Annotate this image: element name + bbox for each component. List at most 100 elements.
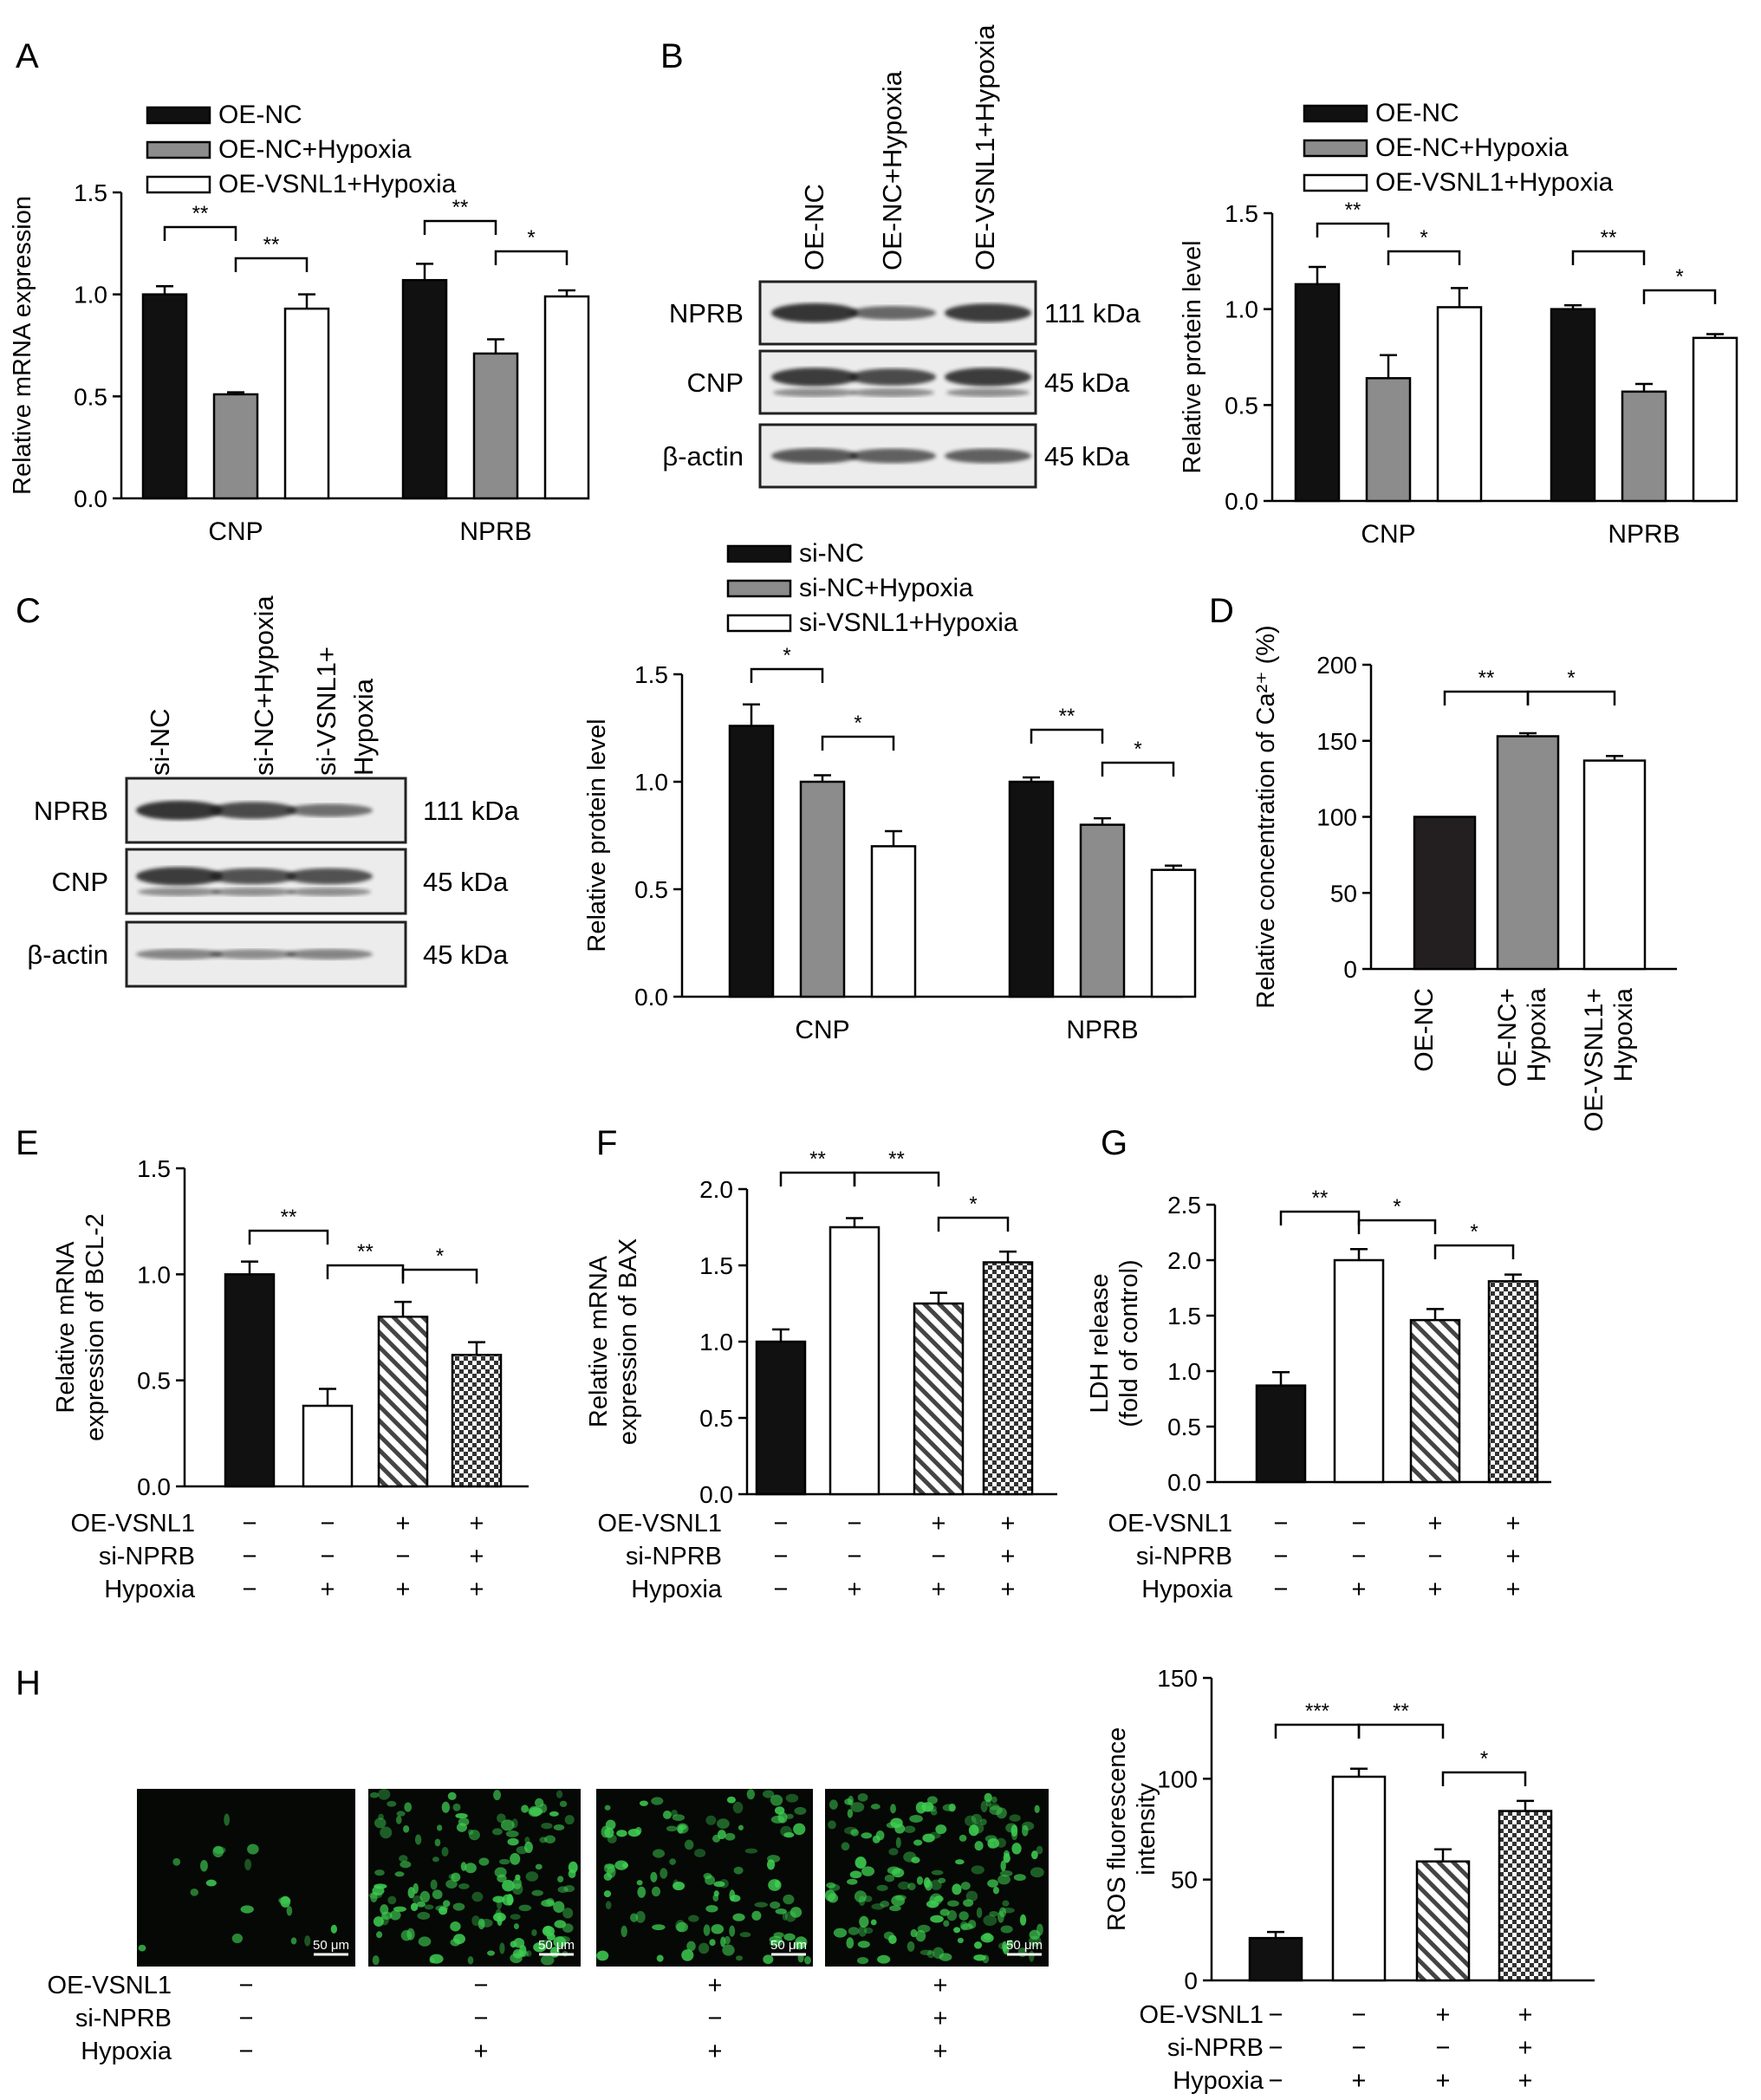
protein-label: CNP: [687, 367, 744, 398]
fluorescent-cell: [621, 1925, 627, 1938]
fluorescent-cell: [846, 1937, 855, 1949]
fluorescent-cell: [478, 1918, 485, 1930]
fluorescent-cell: [997, 1942, 1006, 1950]
fluorescent-cell: [854, 1890, 867, 1903]
molecular-weight-label: 45 kDa: [423, 939, 509, 970]
fluorescent-cell: [876, 1884, 888, 1891]
fluorescent-cell: [850, 1829, 859, 1837]
fluorescent-cell: [374, 1817, 387, 1829]
fluorescent-cell: [859, 1915, 869, 1928]
fluorescent-cell: [988, 1843, 995, 1850]
fluorescent-cell: [965, 1815, 977, 1827]
y-axis-label: Relative protein level: [1179, 240, 1206, 473]
y-tick-label: 0.5: [1167, 1414, 1201, 1440]
protein-band: [136, 867, 223, 886]
fluorescent-cell: [419, 1890, 431, 1903]
protein-band: [210, 802, 296, 819]
y-tick-label: 0: [1184, 1967, 1198, 1994]
fluorescent-cell: [744, 1848, 758, 1854]
fluorescent-cell: [512, 1877, 522, 1889]
significance-bracket: [1642, 289, 1717, 304]
y-tick-label: 1.5: [634, 661, 668, 688]
fluorescent-cell: [535, 1863, 543, 1870]
lane-label: OE-NC+Hypoxia: [877, 70, 907, 270]
fluorescent-cell: [518, 1904, 532, 1912]
y-tick-label: 2.5: [1167, 1192, 1201, 1219]
chart-C: 0.0 0.5 1.0 1.5 Relative protein level CNP NPR…: [583, 539, 1197, 1044]
fluorescent-cell: [732, 1913, 745, 1921]
fluorescent-cell: [396, 1811, 406, 1817]
bar: [870, 845, 917, 998]
y-tick-label: 0.0: [1225, 488, 1258, 515]
fluorescent-cell: [432, 1856, 439, 1863]
condition-sign: −: [1274, 1510, 1289, 1538]
condition-sign: +: [321, 1576, 335, 1603]
fluorescent-cell: [559, 1800, 568, 1808]
fluorescent-cell: [926, 1900, 939, 1908]
micrograph: 50 μm: [824, 1789, 1049, 1967]
fluorescent-cell: [452, 1803, 461, 1811]
condition-sign: +: [474, 2038, 489, 2065]
condition-sign: −: [1352, 1510, 1367, 1538]
protein-band: [136, 800, 223, 821]
fluorescent-cell: [651, 1886, 661, 1897]
protein-band: [771, 367, 858, 387]
fluorescent-cell: [377, 1788, 391, 1800]
fluorescent-cell: [564, 1815, 575, 1825]
y-axis-label: intensity: [1133, 1783, 1160, 1876]
fluorescent-cell: [850, 1802, 865, 1812]
protein-band: [210, 949, 296, 959]
fluorescent-cell: [907, 1882, 916, 1891]
condition-sign: +: [470, 1576, 484, 1603]
condition-label: si-NPRB: [1167, 2034, 1264, 2062]
fluorescent-cell: [280, 1895, 291, 1908]
fluorescent-cell: [790, 1907, 803, 1918]
legend-swatch: [1303, 173, 1368, 192]
fluorescent-cell: [971, 1823, 984, 1834]
fluorescent-cell: [629, 1913, 639, 1922]
fluorescent-cell: [930, 1915, 944, 1923]
fluorescent-cell: [713, 1890, 719, 1897]
legend-entry: OE-NC+Hypoxia: [1375, 133, 1569, 162]
fluorescent-cell: [510, 1953, 523, 1964]
fluorescent-cell: [497, 1874, 507, 1883]
fluorescent-cell: [652, 1849, 666, 1858]
condition-sign: −: [243, 1576, 257, 1603]
condition-sign: −: [239, 2005, 254, 2032]
fluorescent-cell: [1034, 1804, 1040, 1813]
protein-band: [849, 448, 936, 464]
fluorescent-cell: [888, 1848, 899, 1856]
fluorescent-cell: [888, 1934, 897, 1945]
fluorescent-cell: [983, 1915, 997, 1927]
significance-label: **: [192, 202, 209, 225]
significance-bracket: [423, 219, 497, 235]
micrograph: 50 μm: [368, 1788, 581, 1967]
x-category-label: NPRB: [1608, 520, 1680, 549]
condition-sign: +: [1518, 2001, 1533, 2029]
significance-bracket: [1274, 1723, 1361, 1739]
fluorescent-cell: [880, 1900, 890, 1908]
fluorescent-cell: [652, 1924, 666, 1931]
significance-bracket: [1357, 1723, 1445, 1739]
fluorescent-cell: [997, 1874, 1010, 1885]
fluorescent-cell: [694, 1849, 706, 1858]
significance-bracket: [750, 667, 824, 683]
fluorescent-cell: [396, 1815, 402, 1824]
fluorescent-cell: [607, 1866, 616, 1878]
protein-band: [849, 306, 936, 320]
fluorescent-cell: [505, 1830, 519, 1837]
x-category-label: CNP: [208, 517, 263, 546]
y-tick-label: 200: [1316, 652, 1357, 679]
y-axis-label: Relative protein level: [583, 718, 611, 952]
protein-band: [945, 448, 1031, 464]
fluorescent-cell: [493, 1790, 502, 1801]
fluorescent-cell: [947, 1900, 959, 1907]
fluorescent-cell: [890, 1804, 896, 1814]
bar: [1436, 306, 1483, 503]
bar: [1248, 1936, 1303, 1982]
fluorescent-cell: [857, 1793, 868, 1802]
bar: [1365, 377, 1412, 503]
bar: [1692, 336, 1738, 503]
condition-label: OE-VSNL1: [48, 1972, 172, 1999]
